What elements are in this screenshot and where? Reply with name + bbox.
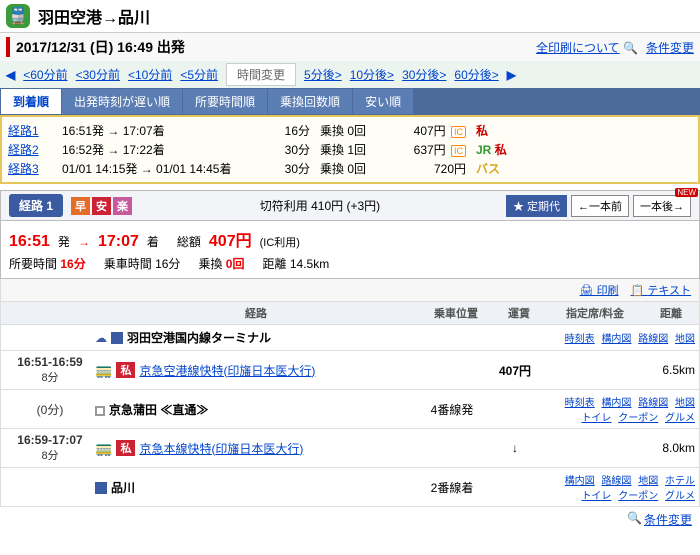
summary-row[interactable]: 経路1 16:51発 → 17:07着 16分 乗換 0回 407円 IC 私 [8,121,692,140]
tag-easy: 楽 [113,197,132,215]
teiki-button[interactable]: ★ 定期代 [506,195,567,217]
fwd-10[interactable]: 10分後> [350,66,394,83]
station-row: ☁羽田空港国内線ターミナル 時刻表 構内図 路線図 地図 [0,325,700,351]
next-train-button[interactable]: 一本後→ [633,195,691,217]
search-icon: 🔍 [627,511,642,528]
station-row: 品川 2番線着 構内図 路線図 地図 ホテル トイレ クーポン グルメ [0,468,700,507]
departure-datetime: 2017/12/31 (日) 16:49 出発 [6,37,185,57]
sort-arrival[interactable]: 到着順 [1,89,61,114]
dep-time: 16:51 [9,233,50,251]
back-10[interactable]: <10分前 [128,66,172,83]
fwd-30[interactable]: 30分後> [402,66,446,83]
back-5[interactable]: <5分前 [180,66,218,83]
sort-tabs: 到着順 出発時刻が遅い順 所要時間順 乗換回数順 安い順 [0,88,700,115]
print-link[interactable]: 🖨 印刷 [580,282,619,298]
station-row: (0分) 京急蒲田 ≪直通≫ 4番線発 時刻表 構内図 路線図 地図 トイレ ク… [0,390,700,429]
summary-row[interactable]: 経路2 16:52発 → 17:22着 30分 乗換 1回 637円 IC JR… [8,140,692,159]
arr-time: 17:07 [98,233,139,251]
ticket-price: 切符利用 410円 (+3円) [134,197,506,214]
back-60[interactable]: <60分前 [23,66,67,83]
text-link[interactable]: 📋 テキスト [631,282,691,298]
time-navigation: ◀ <60分前 <30分前 <10分前 <5分前 時間変更 5分後> 10分後>… [0,61,700,88]
back-30[interactable]: <30分前 [76,66,120,83]
summary-row[interactable]: 経路3 01/01 14:15発 → 01/01 14:45着 30分 乗換 0… [8,159,692,178]
fwd-60[interactable]: 60分後> [454,66,498,83]
total-fare: 407円 [209,227,252,251]
time-change-button[interactable]: 時間変更 [226,63,296,86]
modify-conditions-link[interactable]: 条件変更 [646,41,694,55]
route-summary-box: 経路1 16:51発 → 17:07着 16分 乗換 0回 407円 IC 私経… [0,115,700,184]
search-icon: 🔍 [623,41,638,55]
sort-duration[interactable]: 所要時間順 [183,89,267,114]
route-tab-1[interactable]: 経路 1 [9,194,63,217]
sort-transfers[interactable]: 乗換回数順 [268,89,352,114]
line-row: 16:59-17:078分 🚃私 京急本線快特(印旛日本医大行) ↓ 8.0km [0,429,700,468]
prev-train-button[interactable]: ←一本前 [571,195,629,217]
train-icon [6,4,30,28]
sort-late-dep[interactable]: 出発時刻が遅い順 [62,89,182,114]
tag-fast: 早 [71,197,90,215]
print-all-link[interactable]: 全印刷について [536,41,620,55]
fwd-5[interactable]: 5分後> [304,66,342,83]
modify-conditions-footer[interactable]: 条件変更 [644,511,692,528]
sort-cheap[interactable]: 安い順 [353,89,413,114]
page-title: 羽田空港→品川 [38,4,150,28]
line-row: 16:51-16:598分 🚃私 京急空港線快特(印旛日本医大行) 407円 6… [0,351,700,390]
tag-cheap: 安 [92,197,111,215]
